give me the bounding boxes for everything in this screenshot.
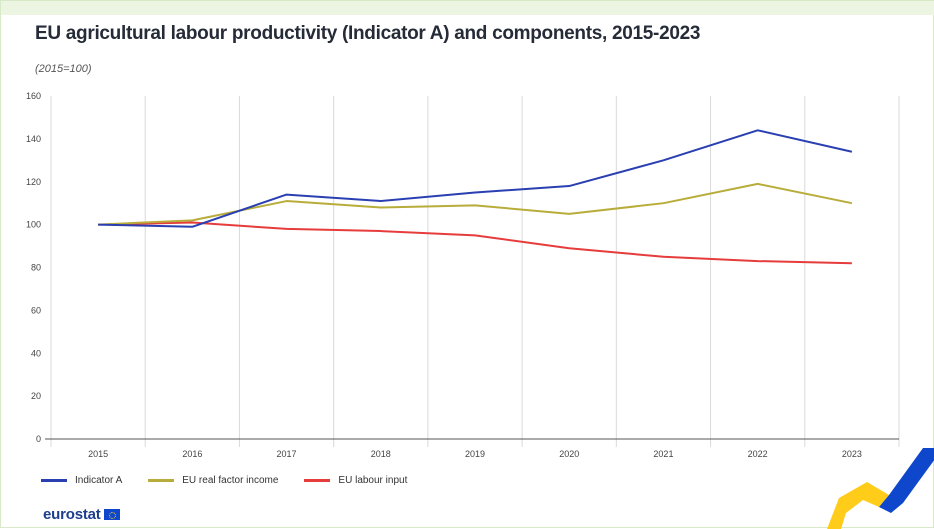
deco-blue-band <box>879 448 934 513</box>
deco-yellow-band <box>827 482 889 529</box>
